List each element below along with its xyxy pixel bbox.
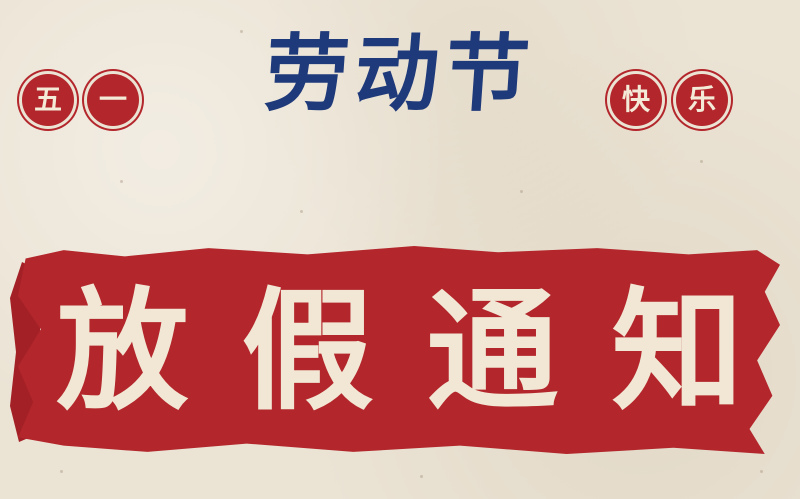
paper-speck <box>60 470 63 473</box>
paper-speck <box>300 210 303 213</box>
badge-kuai: 快 <box>610 74 662 126</box>
badge-le: 乐 <box>676 74 728 126</box>
notice-char-zhi: 知 <box>611 274 744 429</box>
badge-wu: 五 <box>22 74 74 126</box>
paper-speck <box>120 180 123 183</box>
notice-char-jia: 假 <box>241 274 374 429</box>
badge-yi: 一 <box>87 74 139 126</box>
notice-char-fang: 放 <box>56 274 189 429</box>
paper-speck <box>420 475 423 478</box>
red-brush-banner <box>18 246 780 454</box>
paper-speck <box>760 470 763 473</box>
paper-speck <box>700 160 703 163</box>
paper-speck <box>240 30 243 33</box>
notice-char-tong: 通 <box>426 274 559 429</box>
paper-speck <box>520 190 523 193</box>
holiday-notice-heading: 放 假 通 知 <box>30 262 770 442</box>
